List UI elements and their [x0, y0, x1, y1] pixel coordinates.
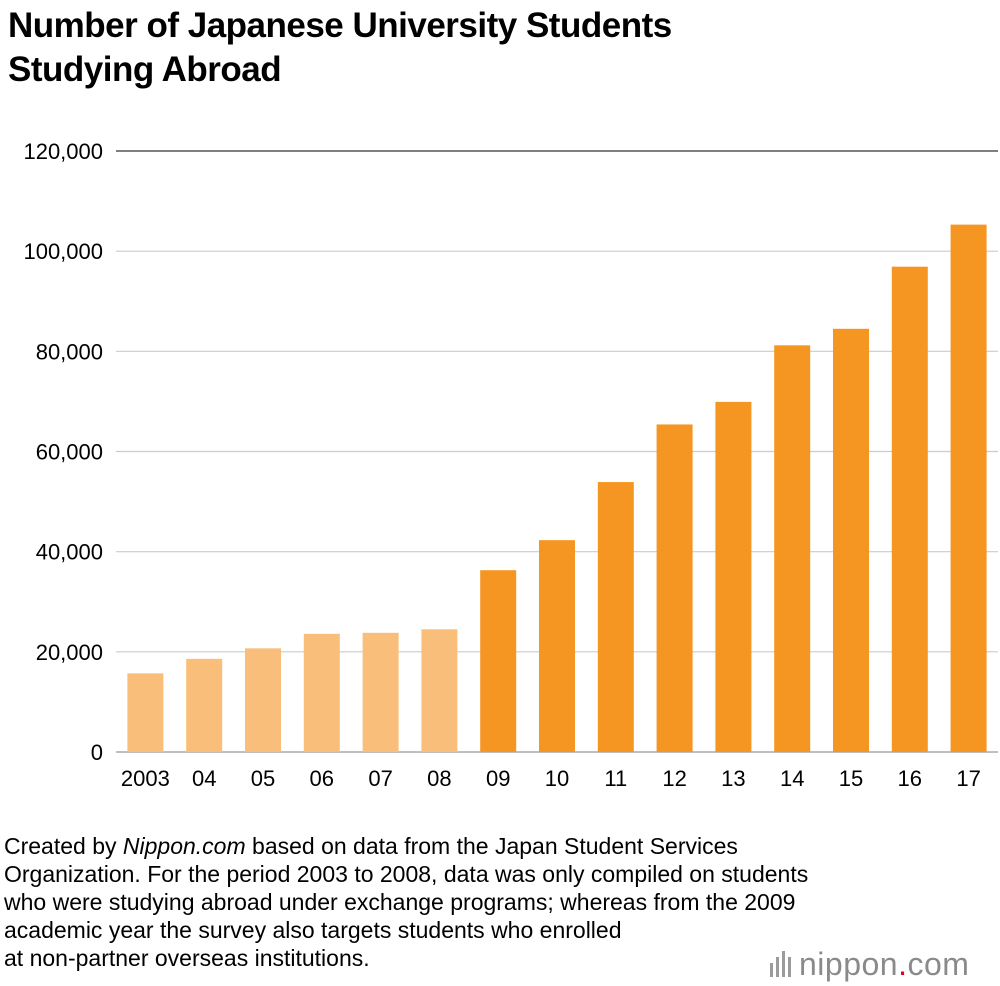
source-note-line-5: at non-partner overseas institutions.	[4, 945, 370, 971]
chart-title-line-1: Number of Japanese University Students	[8, 6, 672, 45]
bar	[245, 648, 281, 752]
chart-title-line-2: Studying Abroad	[8, 50, 282, 89]
y-tick-label: 120,000	[23, 139, 103, 164]
y-tick-label: 100,000	[23, 239, 103, 264]
source-note-line-2: Organization. For the period 2003 to 200…	[4, 861, 809, 887]
logo-text: nippon.com	[799, 946, 969, 983]
logo-dot: .	[898, 945, 908, 982]
bar	[303, 633, 340, 752]
bar	[421, 629, 458, 752]
x-tick-label: 15	[839, 766, 863, 791]
x-axis-tick-labels: 2003 04 05 06 07 08 09 10 11 12 13 14 15 16 17	[121, 766, 981, 791]
bar	[950, 224, 987, 752]
x-tick-label: 10	[545, 766, 569, 791]
x-tick-label: 14	[780, 766, 804, 791]
x-tick-label: 07	[368, 766, 392, 791]
y-axis-tick-labels: 0 20,000 40,000 60,000 80,000 100,000 120,000	[23, 139, 103, 765]
x-tick-label: 06	[310, 766, 334, 791]
y-tick-label: 80,000	[36, 339, 103, 364]
x-tick-label: 17	[956, 766, 980, 791]
chart-title: Number of Japanese University Students S…	[8, 4, 968, 92]
source-note-prefix: Created by	[4, 833, 123, 859]
bars	[127, 224, 987, 752]
y-tick-label: 0	[91, 740, 103, 765]
bar	[480, 570, 517, 752]
x-tick-label: 09	[486, 766, 510, 791]
source-note-line-4: academic year the survey also targets st…	[4, 917, 622, 943]
x-tick-label: 16	[898, 766, 922, 791]
x-tick-label: 12	[662, 766, 686, 791]
source-note-line-1: Created by Nippon.com based on data from…	[4, 832, 994, 860]
bar	[127, 673, 164, 752]
nippon-logo: nippon.com	[770, 944, 969, 984]
bar	[715, 401, 752, 752]
y-tick-label: 40,000	[36, 540, 103, 565]
source-note: Created by Nippon.com based on data from…	[4, 832, 994, 972]
bar	[597, 482, 634, 752]
x-tick-label: 2003	[121, 766, 170, 791]
bar-chart: 020,00040,00060,00080,000100,000120,000 …	[23, 139, 998, 791]
bar	[833, 328, 869, 752]
y-tick-label: 60,000	[36, 440, 103, 465]
x-tick-label: 05	[251, 766, 275, 791]
x-tick-label: 11	[604, 766, 627, 791]
y-tick-label: 20,000	[36, 640, 103, 665]
x-tick-label: 04	[192, 766, 216, 791]
bar	[186, 658, 223, 752]
bar	[774, 345, 811, 752]
source-note-line-1-rest: based on data from the Japan Student Ser…	[245, 833, 738, 859]
bar	[539, 540, 575, 752]
logo-mark-icon	[770, 951, 791, 977]
x-tick-label: 13	[721, 766, 745, 791]
bar	[362, 632, 399, 752]
source-note-line-3: who were studying abroad under exchange …	[4, 889, 796, 915]
bar	[891, 266, 928, 752]
logo-suffix: com	[907, 945, 970, 982]
bar	[656, 424, 693, 752]
logo-name: nippon	[799, 945, 899, 982]
x-tick-label: 08	[427, 766, 451, 791]
source-name: Nippon.com	[122, 833, 246, 859]
